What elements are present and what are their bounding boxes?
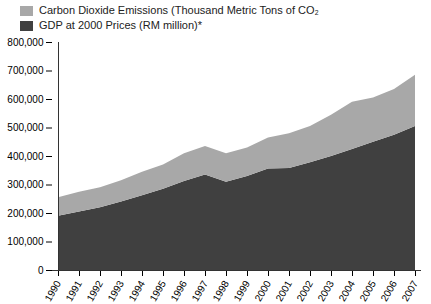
svg-text:2004: 2004 bbox=[336, 278, 357, 303]
html-text:Carbon Dioxide Emissions (Thou: Carbon Dioxide Emissions (Thousand Metri… bbox=[39, 4, 319, 16]
svg-text:800,000: 800,000 bbox=[7, 37, 44, 48]
svg-text:1998: 1998 bbox=[210, 278, 231, 303]
svg-text:2003: 2003 bbox=[315, 278, 336, 303]
svg-text:500,000: 500,000 bbox=[7, 122, 44, 133]
svg-text:1996: 1996 bbox=[168, 278, 189, 303]
svg-text:100,000: 100,000 bbox=[7, 236, 44, 247]
svg-text:400,000: 400,000 bbox=[7, 151, 44, 162]
svg-text:300,000: 300,000 bbox=[7, 179, 44, 190]
svg-text:2000: 2000 bbox=[252, 278, 273, 303]
svg-text:1995: 1995 bbox=[147, 278, 168, 303]
svg-text:1993: 1993 bbox=[105, 278, 126, 303]
svg-text:2002: 2002 bbox=[294, 278, 315, 303]
html-text:GDP at 2000 Prices (RM million: GDP at 2000 Prices (RM million)* bbox=[39, 19, 202, 31]
svg-text:2006: 2006 bbox=[378, 278, 399, 303]
svg-text:1992: 1992 bbox=[84, 278, 105, 303]
svg-text:0: 0 bbox=[38, 265, 44, 276]
svg-text:700,000: 700,000 bbox=[7, 65, 44, 76]
svg-text:2005: 2005 bbox=[357, 278, 378, 303]
svg-text:600,000: 600,000 bbox=[7, 94, 44, 105]
svg-text:1997: 1997 bbox=[189, 278, 210, 303]
svg-text:2001: 2001 bbox=[273, 278, 294, 303]
svg-text:1999: 1999 bbox=[231, 278, 252, 303]
svg-text:200,000: 200,000 bbox=[7, 208, 44, 219]
svg-text:2007: 2007 bbox=[399, 278, 420, 303]
svg-text:1991: 1991 bbox=[63, 278, 84, 303]
svg-text:1994: 1994 bbox=[126, 278, 147, 303]
svg-text:1990: 1990 bbox=[42, 278, 63, 303]
